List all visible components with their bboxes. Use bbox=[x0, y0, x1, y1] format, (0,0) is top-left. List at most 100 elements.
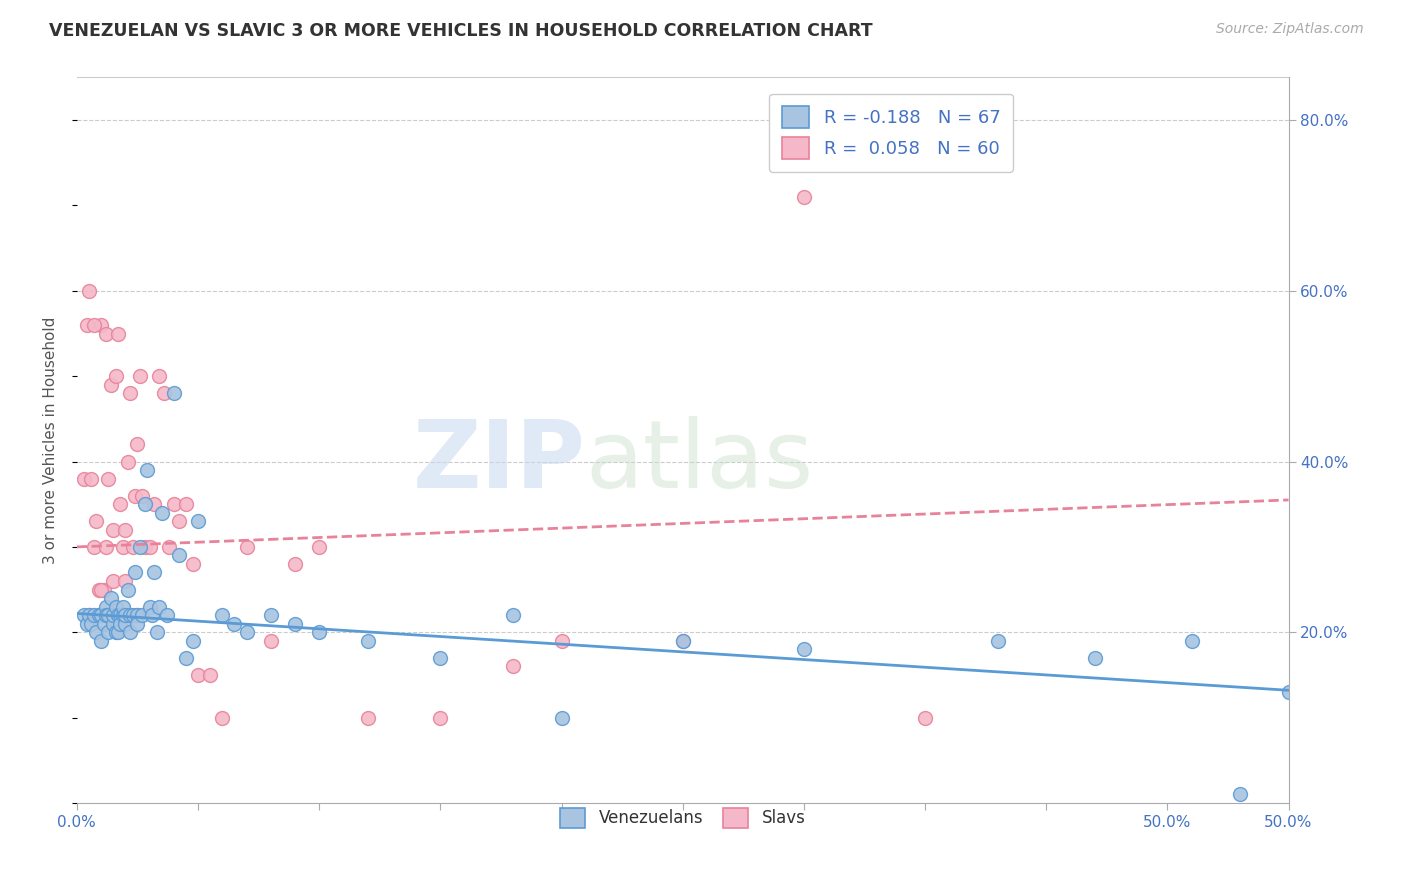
Point bbox=[672, 633, 695, 648]
Point bbox=[793, 642, 815, 657]
Point bbox=[110, 608, 132, 623]
Point bbox=[97, 472, 120, 486]
Point bbox=[97, 625, 120, 640]
Point bbox=[163, 497, 186, 511]
Point bbox=[141, 608, 163, 623]
Point bbox=[90, 318, 112, 332]
Point bbox=[114, 523, 136, 537]
Point bbox=[76, 318, 98, 332]
Point bbox=[84, 514, 107, 528]
Y-axis label: 3 or more Vehicles in Household: 3 or more Vehicles in Household bbox=[44, 317, 58, 564]
Point bbox=[83, 608, 105, 623]
Point bbox=[114, 616, 136, 631]
Point bbox=[224, 616, 246, 631]
Point bbox=[120, 608, 142, 623]
Point bbox=[94, 326, 117, 341]
Point bbox=[181, 633, 204, 648]
Point bbox=[181, 557, 204, 571]
Point bbox=[502, 659, 524, 673]
Point bbox=[914, 710, 936, 724]
Point bbox=[100, 377, 122, 392]
Point bbox=[128, 540, 150, 554]
Point bbox=[73, 472, 96, 486]
Point bbox=[155, 608, 177, 623]
Point bbox=[107, 625, 129, 640]
Point bbox=[429, 651, 451, 665]
Point bbox=[672, 633, 695, 648]
Point bbox=[104, 599, 127, 614]
Point bbox=[87, 582, 110, 597]
Point bbox=[73, 608, 96, 623]
Point bbox=[94, 540, 117, 554]
Point bbox=[100, 591, 122, 606]
Point bbox=[174, 651, 197, 665]
Point bbox=[80, 616, 103, 631]
Point bbox=[77, 284, 100, 298]
Point bbox=[87, 608, 110, 623]
Point bbox=[157, 540, 180, 554]
Point bbox=[1229, 788, 1251, 802]
Text: Source: ZipAtlas.com: Source: ZipAtlas.com bbox=[1216, 22, 1364, 37]
Point bbox=[198, 668, 221, 682]
Point bbox=[174, 497, 197, 511]
Point bbox=[103, 608, 125, 623]
Point bbox=[114, 608, 136, 623]
Text: VENEZUELAN VS SLAVIC 3 OR MORE VEHICLES IN HOUSEHOLD CORRELATION CHART: VENEZUELAN VS SLAVIC 3 OR MORE VEHICLES … bbox=[49, 22, 873, 40]
Point bbox=[308, 625, 330, 640]
Point bbox=[1084, 651, 1107, 665]
Point bbox=[167, 514, 190, 528]
Point bbox=[121, 540, 143, 554]
Point bbox=[143, 497, 166, 511]
Point bbox=[134, 540, 156, 554]
Point bbox=[131, 489, 153, 503]
Point bbox=[93, 582, 115, 597]
Point bbox=[90, 608, 112, 623]
Point bbox=[429, 710, 451, 724]
Point bbox=[117, 582, 139, 597]
Point bbox=[356, 710, 378, 724]
Point bbox=[124, 566, 146, 580]
Point bbox=[143, 566, 166, 580]
Point bbox=[120, 386, 142, 401]
Point bbox=[111, 608, 134, 623]
Point bbox=[83, 540, 105, 554]
Point bbox=[148, 599, 170, 614]
Point bbox=[117, 454, 139, 468]
Point bbox=[80, 472, 103, 486]
Point bbox=[77, 608, 100, 623]
Point bbox=[97, 608, 120, 623]
Point bbox=[131, 608, 153, 623]
Point bbox=[127, 608, 149, 623]
Point bbox=[550, 633, 572, 648]
Point bbox=[153, 386, 176, 401]
Point bbox=[76, 616, 98, 631]
Point bbox=[150, 506, 173, 520]
Point bbox=[124, 489, 146, 503]
Point bbox=[793, 190, 815, 204]
Point bbox=[104, 625, 127, 640]
Point bbox=[1277, 685, 1299, 699]
Point bbox=[94, 599, 117, 614]
Point bbox=[107, 608, 129, 623]
Point bbox=[110, 608, 132, 623]
Point bbox=[127, 437, 149, 451]
Point bbox=[93, 616, 115, 631]
Text: atlas: atlas bbox=[586, 416, 814, 508]
Point bbox=[284, 616, 307, 631]
Point bbox=[502, 608, 524, 623]
Point bbox=[87, 608, 110, 623]
Point bbox=[107, 326, 129, 341]
Point bbox=[235, 540, 257, 554]
Point bbox=[94, 608, 117, 623]
Point bbox=[121, 608, 143, 623]
Point bbox=[235, 625, 257, 640]
Point bbox=[987, 633, 1010, 648]
Point bbox=[97, 608, 120, 623]
Point bbox=[211, 608, 233, 623]
Point bbox=[211, 710, 233, 724]
Point bbox=[128, 369, 150, 384]
Point bbox=[84, 625, 107, 640]
Legend: Venezuelans, Slavs: Venezuelans, Slavs bbox=[554, 801, 811, 835]
Point bbox=[134, 497, 156, 511]
Point bbox=[146, 625, 169, 640]
